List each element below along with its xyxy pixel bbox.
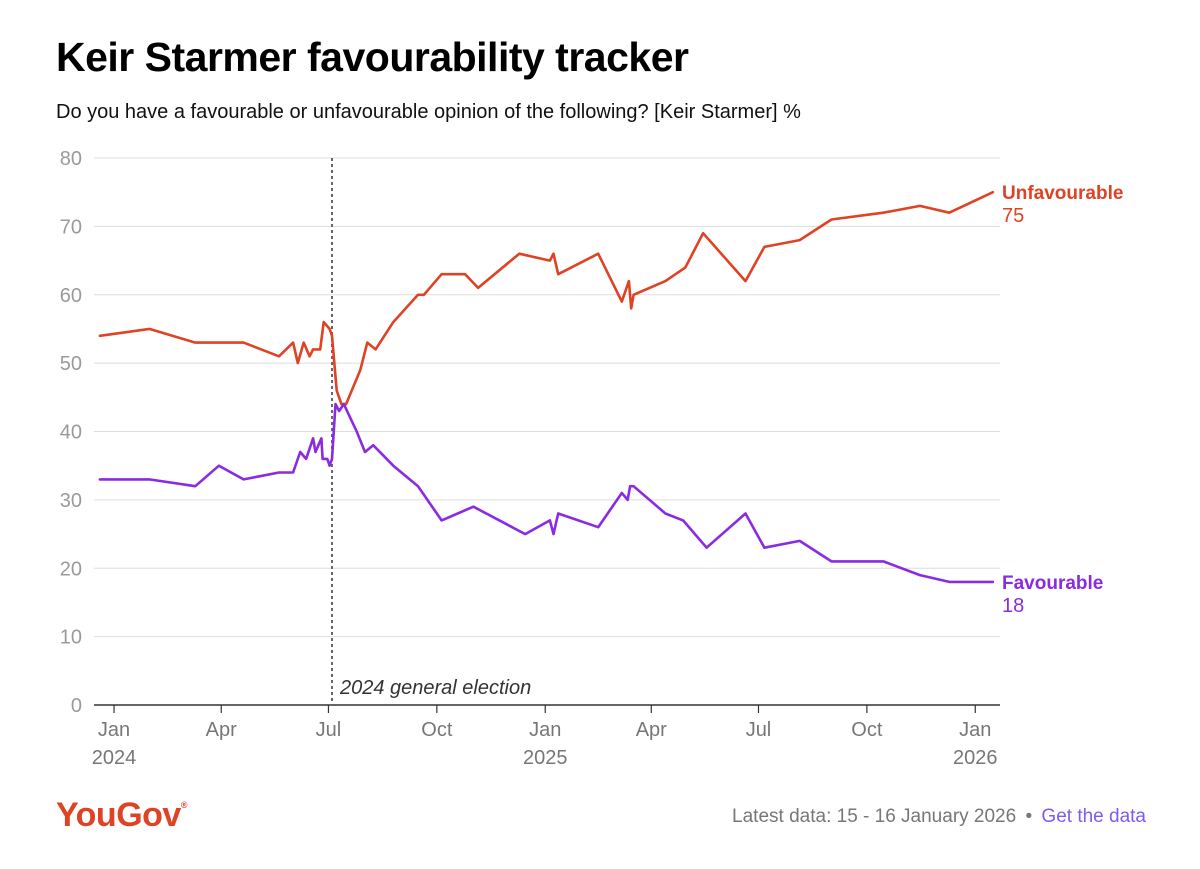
y-tick-label: 50 [60, 353, 82, 375]
line-chart: 0 10 20 30 40 50 60 70 80 Jan 2024 Apr Jul Oct Jan 202… [60, 148, 1124, 769]
x-tick-label: Jul [746, 719, 772, 741]
favourable-line [98, 402, 995, 584]
x-tick-label: Oct [851, 719, 883, 741]
y-tick-label: 80 [60, 148, 82, 170]
footer: Latest data: 15 - 16 January 2026 • Get … [732, 806, 1146, 828]
election-annotation-label: 2024 general election [339, 677, 531, 699]
x-tick-year-label: 2026 [953, 747, 998, 769]
x-tick-year-label: 2024 [92, 747, 137, 769]
x-tick-label: Oct [421, 719, 453, 741]
x-tick-label: Jan [529, 719, 561, 741]
unfavourable-end-value: 75 [1002, 205, 1024, 227]
footer-separator: • [1025, 806, 1033, 827]
gridlines [94, 157, 1000, 706]
election-annotation: 2024 general election [330, 158, 531, 705]
logo-registered-mark: ® [180, 800, 188, 810]
favourable-end-value: 18 [1002, 595, 1024, 617]
get-the-data-link[interactable]: Get the data [1041, 806, 1146, 827]
y-tick-label: 30 [60, 490, 82, 512]
latest-data-text: Latest data: 15 - 16 January 2026 [732, 806, 1017, 827]
x-tick-label: Apr [636, 719, 667, 741]
unfavourable-series-label: Unfavourable [1002, 183, 1123, 204]
y-tick-label: 10 [60, 627, 82, 649]
y-tick-label: 20 [60, 558, 82, 580]
x-tick-label: Jan [98, 719, 130, 741]
y-tick-label: 0 [71, 695, 82, 717]
x-tick-label: Jul [316, 719, 342, 741]
chart-subtitle: Do you have a favourable or unfavourable… [56, 101, 801, 123]
favourable-series-label: Favourable [1002, 573, 1103, 594]
y-axis: 0 10 20 30 40 50 60 70 80 [60, 148, 82, 717]
yougov-logo: YouGov® [56, 796, 187, 835]
x-tick-label: Apr [206, 719, 237, 741]
unfavourable-line [98, 190, 995, 406]
y-tick-label: 40 [60, 422, 82, 444]
y-tick-label: 60 [60, 285, 82, 307]
x-tick-label: Jan [959, 719, 991, 741]
chart-title: Keir Starmer favourability tracker [56, 34, 689, 80]
y-tick-label: 70 [60, 216, 82, 238]
series-lines [98, 190, 995, 584]
logo-text: YouGov [56, 796, 181, 834]
x-tick-year-label: 2025 [523, 747, 568, 769]
x-axis: Jan 2024 Apr Jul Oct Jan 2025 Apr Jul Oct Jan 2026 [92, 705, 998, 769]
